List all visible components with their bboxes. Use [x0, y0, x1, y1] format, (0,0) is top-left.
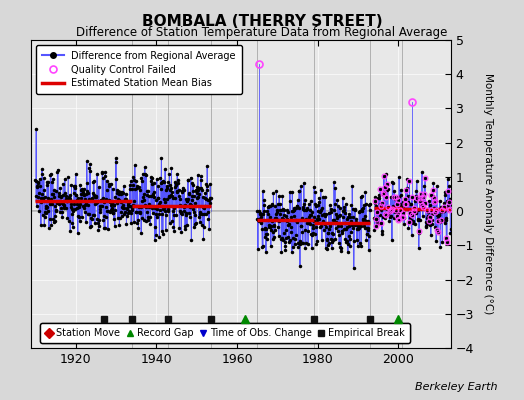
- Text: BOMBALA (THERRY STREET): BOMBALA (THERRY STREET): [141, 14, 383, 29]
- Legend: Station Move, Record Gap, Time of Obs. Change, Empirical Break: Station Move, Record Gap, Time of Obs. C…: [40, 324, 410, 343]
- Text: Difference of Station Temperature Data from Regional Average: Difference of Station Temperature Data f…: [77, 26, 447, 39]
- Text: Berkeley Earth: Berkeley Earth: [416, 382, 498, 392]
- Y-axis label: Monthly Temperature Anomaly Difference (°C): Monthly Temperature Anomaly Difference (…: [483, 73, 493, 315]
